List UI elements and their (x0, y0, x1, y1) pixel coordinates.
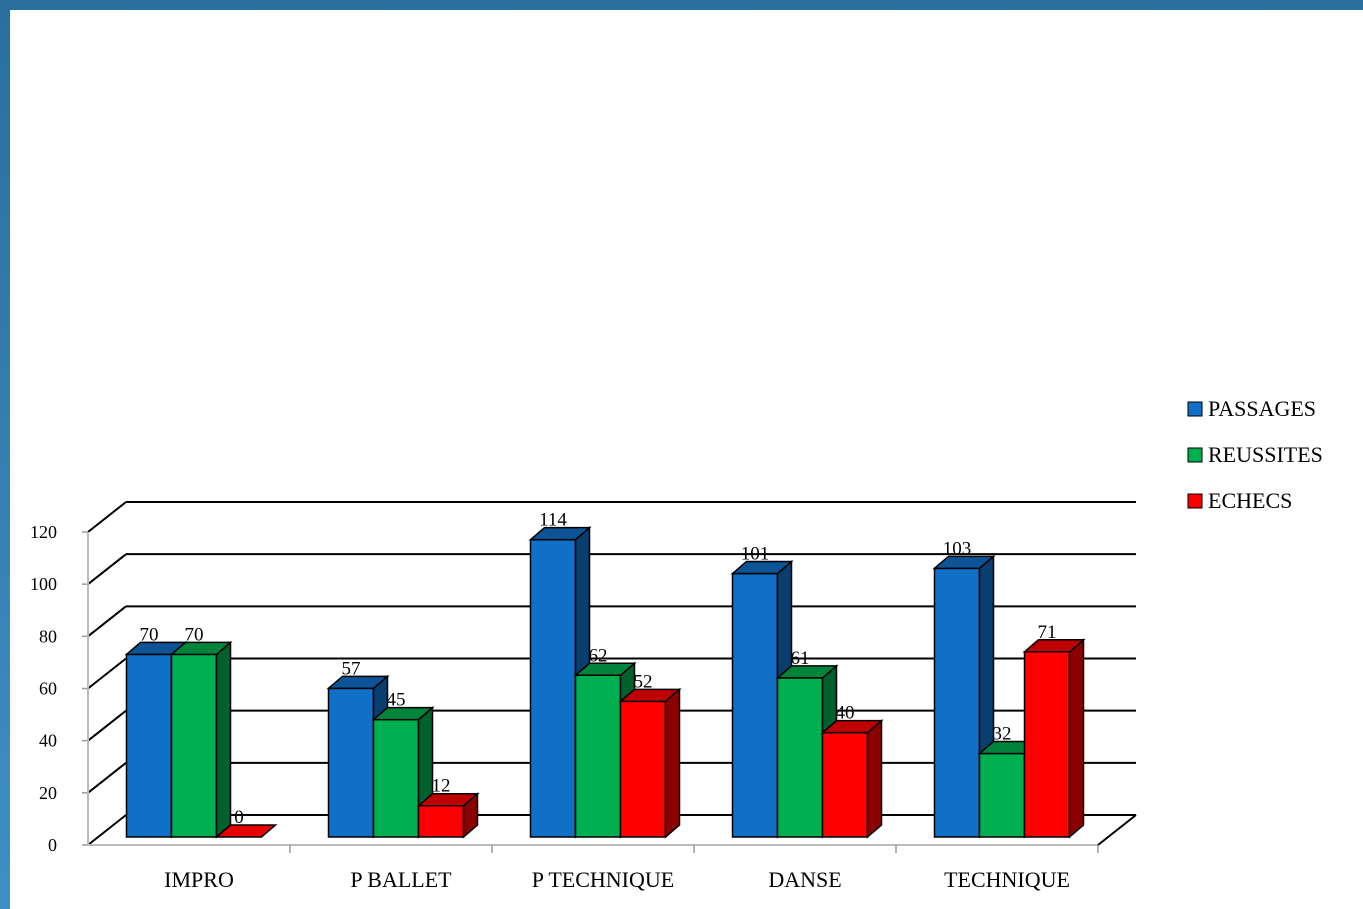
y-tick-label: 80 (39, 626, 57, 646)
legend-swatch-passages (1188, 402, 1202, 416)
data-label: 45 (387, 690, 406, 711)
data-label: 70 (140, 624, 159, 645)
legend-label: REUSSITES (1208, 442, 1323, 467)
bar-front (576, 675, 621, 837)
data-label: 12 (432, 776, 451, 797)
bar-echecs (419, 794, 478, 837)
y-tick-label: 40 (39, 731, 57, 751)
data-label: 114 (539, 510, 567, 531)
legend-swatch-echecs (1188, 494, 1202, 508)
y-tick-label: 100 (30, 574, 57, 594)
data-label: 103 (943, 538, 972, 559)
bar-front (733, 574, 778, 837)
x-tick-label: IMPRO (164, 867, 234, 892)
legend-label: ECHECS (1208, 488, 1292, 513)
bar-front (823, 733, 868, 837)
x-tick-label: P BALLET (350, 867, 452, 892)
chart-area: 0 20 40 60 80 100 120 IMPRO P BALLET P TECHNIQUE D… (10, 10, 1363, 909)
bar-side (217, 642, 231, 837)
gridline-diagonal (88, 763, 126, 793)
gridline-diagonal (88, 554, 126, 584)
bar-front (935, 568, 980, 837)
data-label: 52 (634, 671, 653, 692)
bar-front (419, 806, 464, 837)
bar-front (374, 720, 419, 837)
bar-front (621, 701, 666, 837)
gridline-diagonal (88, 815, 126, 845)
data-label: 62 (589, 645, 608, 666)
gridline-diagonal (88, 659, 126, 689)
data-label: 32 (993, 724, 1012, 745)
data-label: 0 (234, 807, 244, 828)
data-label: 101 (741, 544, 770, 565)
bar-side (868, 721, 882, 837)
bar-echecs (621, 689, 680, 837)
bar-side (666, 689, 680, 837)
bar-front (172, 654, 217, 837)
bar-front (531, 540, 576, 837)
bar-front (1025, 652, 1070, 837)
data-label: 71 (1038, 622, 1057, 643)
bar-front (980, 754, 1025, 837)
gridline-diagonal (88, 711, 126, 741)
data-label: 61 (791, 648, 810, 669)
x-tick-label: P TECHNIQUE (532, 867, 674, 892)
legend-label: PASSAGES (1208, 396, 1316, 421)
y-tick-label: 120 (30, 522, 57, 542)
gridline-diagonal (88, 606, 126, 636)
bar-front (778, 678, 823, 837)
legend-swatch-reussites (1188, 448, 1202, 462)
data-label: 70 (185, 624, 204, 645)
x-tick-label: DANSE (768, 867, 841, 892)
bar-echecs (1025, 640, 1084, 837)
data-label: 40 (836, 703, 855, 724)
bar-reussites (172, 642, 231, 837)
y-tick-label: 60 (39, 679, 57, 699)
y-tick-label: 20 (39, 783, 57, 803)
bar-echecs (823, 721, 882, 837)
floor-edge (1098, 815, 1136, 845)
legend: PASSAGES REUSSITES ECHECS (1188, 396, 1323, 513)
data-label: 57 (342, 658, 361, 679)
gridline-diagonal (88, 502, 126, 532)
bar-front (329, 688, 374, 837)
bars-layer (127, 528, 1084, 837)
y-tick-label: 0 (48, 835, 57, 855)
bar-front (127, 654, 172, 837)
x-tick-label: TECHNIQUE (944, 867, 1070, 892)
bar-side (1070, 640, 1084, 837)
